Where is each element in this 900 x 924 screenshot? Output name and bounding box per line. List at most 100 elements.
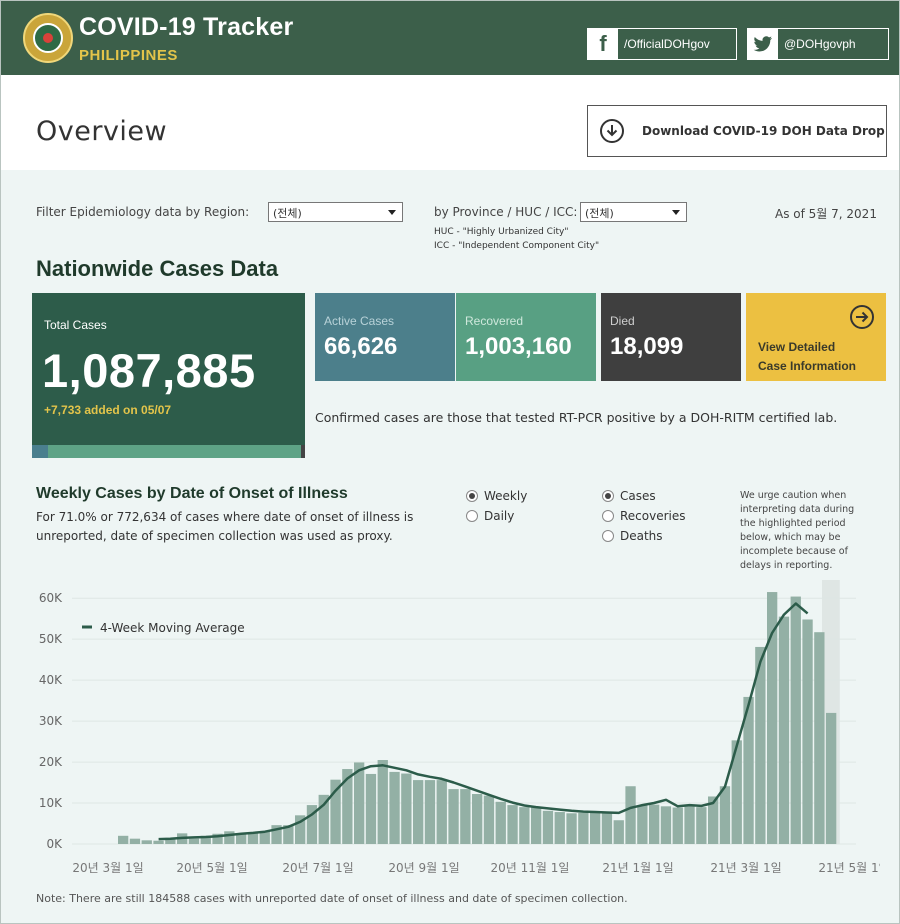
x-tick-label: 20년 7월 1일 xyxy=(282,861,353,875)
weekly-cases-chart: 0K 10K 20K 30K 40K 50K 60K 4-Week Moving Averag… xyxy=(39,580,880,875)
footnote: Note: There are still 184588 cases with … xyxy=(36,892,628,905)
top-bar: COVID-19 Tracker PHILIPPINES f /Official… xyxy=(1,1,899,75)
detail-line-2: Case Information xyxy=(758,359,857,373)
bar xyxy=(814,632,825,844)
region-select-value: (전체) xyxy=(273,207,302,220)
bar xyxy=(483,795,495,844)
bar xyxy=(542,810,554,844)
bar xyxy=(247,833,259,844)
bar xyxy=(696,807,707,844)
download-icon xyxy=(600,119,624,143)
radio-weekly[interactable]: Weekly xyxy=(466,489,527,503)
x-tick-label: 20년 5월 1일 xyxy=(176,861,247,875)
bar xyxy=(495,801,506,844)
died-value: 18,099 xyxy=(610,333,684,360)
bar xyxy=(554,812,565,844)
died-card: Died 18,099 xyxy=(601,293,741,381)
bar xyxy=(224,831,235,844)
facebook-icon: f xyxy=(588,29,618,59)
bar xyxy=(306,805,318,844)
bar xyxy=(684,804,695,844)
twitter-handle: @DOHgovph xyxy=(784,37,856,51)
bar xyxy=(200,835,211,844)
died-label: Died xyxy=(610,314,635,328)
bar xyxy=(236,833,247,844)
caution-note: We urge caution when interpreting data d… xyxy=(740,490,855,571)
radio-daily-dot xyxy=(466,510,478,522)
x-tick-label: 20년 9월 1일 xyxy=(388,861,459,875)
bar xyxy=(790,596,801,844)
app-subtitle: PHILIPPINES xyxy=(79,47,178,64)
bar xyxy=(826,712,837,844)
radio-recoveries-dot xyxy=(602,510,614,522)
twitter-link[interactable]: @DOHgovph xyxy=(747,28,889,60)
bar xyxy=(767,592,778,844)
bar xyxy=(271,825,282,844)
bar xyxy=(165,838,176,844)
huc-note: HUC - "Highly Urbanized City" xyxy=(434,227,569,237)
bar xyxy=(672,807,683,844)
download-button-label: Download COVID-19 DOH Data Drop xyxy=(642,124,885,138)
total-cases-value: 1,087,885 xyxy=(42,344,256,397)
bar xyxy=(519,807,530,844)
bar xyxy=(731,740,742,844)
bar xyxy=(472,794,483,844)
active-cases-label: Active Cases xyxy=(324,314,395,328)
bar xyxy=(342,769,353,844)
confirmed-note: Confirmed cases are those that tested RT… xyxy=(315,410,838,425)
total-cases-card: Total Cases 1,087,885 +7,733 added on 05… xyxy=(32,293,305,458)
y-tick-label: 40K xyxy=(39,673,63,687)
bar xyxy=(153,840,164,844)
active-share-bar xyxy=(32,445,48,458)
bar xyxy=(613,820,624,844)
bar xyxy=(507,805,518,844)
bar xyxy=(141,840,152,844)
bar xyxy=(778,616,790,844)
province-filter-label: by Province / HUC / ICC: xyxy=(434,205,578,219)
bar xyxy=(590,812,601,844)
radio-cases-dot xyxy=(602,490,614,502)
facebook-link[interactable]: f /OfficialDOHgov xyxy=(587,28,737,60)
download-data-drop-button[interactable]: Download COVID-19 DOH Data Drop xyxy=(587,105,887,157)
bar xyxy=(601,812,613,844)
recovered-label: Recovered xyxy=(465,314,524,328)
radio-daily[interactable]: Daily xyxy=(466,509,514,523)
x-tick-label: 21년 1월 1일 xyxy=(602,861,673,875)
twitter-icon xyxy=(748,29,778,59)
bar xyxy=(129,838,141,844)
y-tick-label: 0K xyxy=(46,837,63,851)
region-select[interactable]: (전체) xyxy=(268,202,403,222)
province-select[interactable]: (전체) xyxy=(580,202,687,222)
moving-average-line xyxy=(158,602,809,841)
bar xyxy=(259,831,270,844)
added-cases: +7,733 added on 05/07 xyxy=(44,403,172,417)
total-cases-label: Total Cases xyxy=(44,318,107,332)
arrow-right-icon xyxy=(850,305,874,329)
bar xyxy=(660,806,672,844)
radio-deaths[interactable]: Deaths xyxy=(602,529,663,543)
chart-title: Weekly Cases by Date of Onset of Illness xyxy=(36,485,348,502)
view-detailed-case-button[interactable]: View Detailed Case Information xyxy=(746,293,886,381)
detail-line-1: View Detailed xyxy=(758,340,836,354)
recovered-card: Recovered 1,003,160 xyxy=(456,293,596,381)
bar xyxy=(377,760,388,844)
radio-cases-label: Cases xyxy=(620,489,656,503)
radio-cases[interactable]: Cases xyxy=(602,489,656,503)
bar xyxy=(188,838,200,844)
bar xyxy=(637,805,648,844)
bar xyxy=(460,789,471,844)
active-cases-card: Active Cases 66,626 xyxy=(315,293,455,381)
recovered-share-bar xyxy=(48,445,301,458)
chart-description: For 71.0% or 772,634 of cases where date… xyxy=(36,510,414,543)
bar xyxy=(802,619,813,844)
y-tick-label: 30K xyxy=(39,714,63,728)
bar xyxy=(743,696,754,844)
legend-label: 4-Week Moving Average xyxy=(100,621,245,635)
y-tick-label: 20K xyxy=(39,755,63,769)
radio-recoveries[interactable]: Recoveries xyxy=(602,509,686,523)
recovered-value: 1,003,160 xyxy=(465,333,572,360)
bar xyxy=(531,807,542,844)
bar xyxy=(401,773,412,844)
icc-note: ICC - "Independent Component City" xyxy=(434,241,600,251)
app-title: COVID-19 Tracker xyxy=(79,13,294,41)
